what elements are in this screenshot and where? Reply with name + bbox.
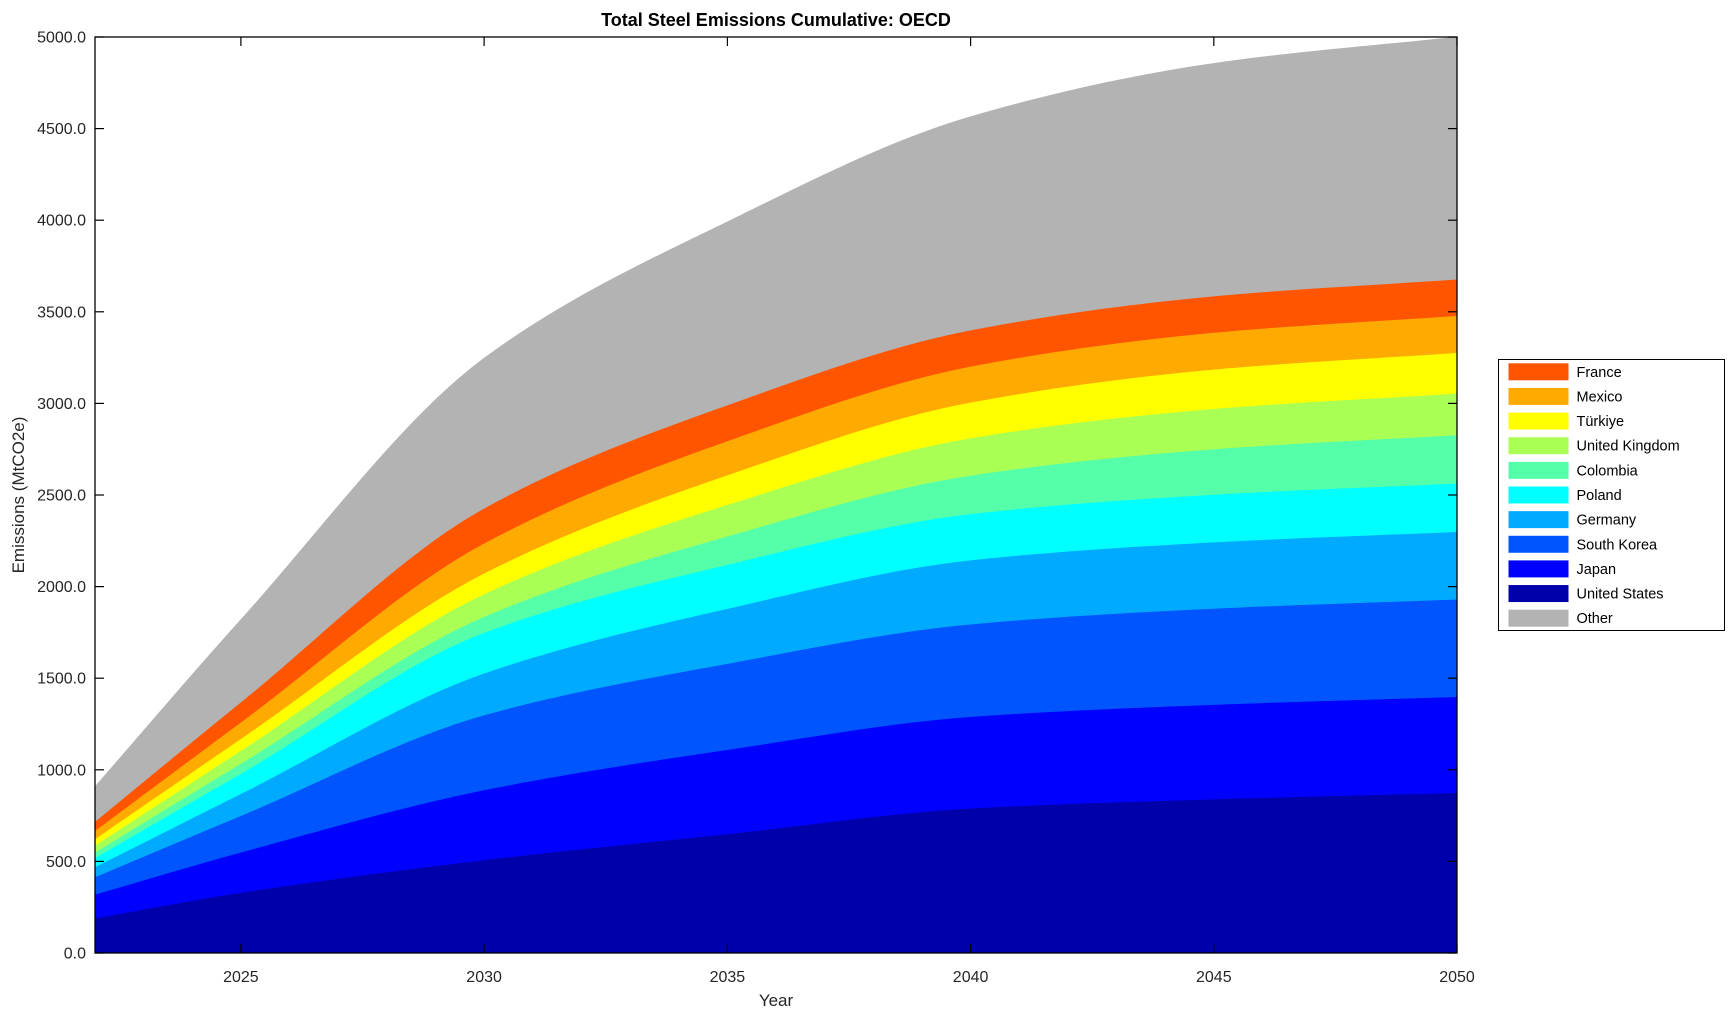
legend-swatch-japan: [1508, 560, 1569, 578]
legend-label-germany: Germany: [1577, 513, 1637, 529]
legend-label-poland: Poland: [1577, 488, 1622, 504]
legend-label-united-kingdom: United Kingdom: [1577, 439, 1680, 455]
legend-swatch-south-korea: [1508, 535, 1569, 553]
y-axis-label: Emissions (MtCO2e): [9, 417, 28, 574]
legend-label-france: France: [1577, 365, 1622, 381]
x-tick-labels: 2025 2030 2035 2040 2045 2050: [223, 969, 1475, 986]
legend-swatch-france: [1508, 363, 1569, 381]
y-tick-label: 3000.0: [37, 396, 86, 413]
legend-item-germany: Germany: [1508, 511, 1637, 529]
axis-ticks: [95, 36, 1458, 954]
legend-swatch-united-states: [1508, 585, 1569, 603]
legend-item-united-kingdom: United Kingdom: [1508, 437, 1680, 455]
y-tick-label: 1500.0: [37, 671, 86, 688]
legend-swatch-germany: [1508, 511, 1569, 529]
legend-swatch-poland: [1508, 486, 1569, 504]
legend-item-colombia: Colombia: [1508, 461, 1639, 479]
legend-label-japan: Japan: [1577, 562, 1617, 578]
legend-label-t-rkiye: Türkiye: [1577, 414, 1625, 430]
x-axis-label: Year: [759, 991, 794, 1010]
stacked-areas: [94, 36, 1458, 954]
chart-title: Total Steel Emissions Cumulative: OECD: [601, 10, 951, 30]
legend-label-south-korea: South Korea: [1577, 537, 1659, 553]
legend-item-poland: Poland: [1508, 486, 1622, 504]
y-tick-label: 2500.0: [37, 488, 86, 505]
x-tick-label: 2045: [1196, 969, 1232, 986]
legend-item-t-rkiye: Türkiye: [1508, 412, 1625, 430]
y-tick-label: 2000.0: [37, 579, 86, 596]
x-tick-label: 2040: [953, 969, 989, 986]
y-tick-labels: 0.0 500.0 1000.0 1500.0 2000.0 2500.0 3000.0 35…: [37, 30, 86, 963]
y-tick-label: 4500.0: [37, 121, 86, 138]
legend-swatch-united-kingdom: [1508, 437, 1569, 455]
legend-label-colombia: Colombia: [1577, 463, 1639, 479]
x-tick-label: 2035: [710, 969, 746, 986]
legend-label-mexico: Mexico: [1577, 389, 1623, 405]
y-tick-label: 0.0: [64, 946, 86, 963]
x-tick-label: 2030: [466, 969, 502, 986]
y-tick-label: 3500.0: [37, 304, 86, 321]
legend-swatch-colombia: [1508, 461, 1569, 479]
legend-item-japan: Japan: [1508, 560, 1617, 578]
legend-swatch-other: [1508, 609, 1569, 627]
legend-item-france: France: [1508, 363, 1622, 381]
legend-swatch-t-rkiye: [1508, 412, 1569, 430]
y-tick-label: 5000.0: [37, 30, 86, 47]
legend-item-other: Other: [1508, 609, 1613, 627]
y-tick-label: 4000.0: [37, 213, 86, 230]
legend-item-mexico: Mexico: [1508, 387, 1623, 405]
x-tick-label: 2050: [1439, 969, 1475, 986]
legend-label-other: Other: [1577, 611, 1613, 627]
legend-item-united-states: United States: [1508, 585, 1664, 603]
y-tick-label: 1000.0: [37, 762, 86, 779]
legend-swatch-mexico: [1508, 387, 1569, 405]
legend-item-south-korea: South Korea: [1508, 535, 1659, 553]
legend-box: France Mexico Türkiye United Kingdom Colombi…: [1498, 359, 1725, 631]
legend-label-united-states: United States: [1577, 587, 1664, 603]
y-tick-label: 500.0: [46, 854, 86, 871]
x-tick-label: 2025: [223, 969, 259, 986]
